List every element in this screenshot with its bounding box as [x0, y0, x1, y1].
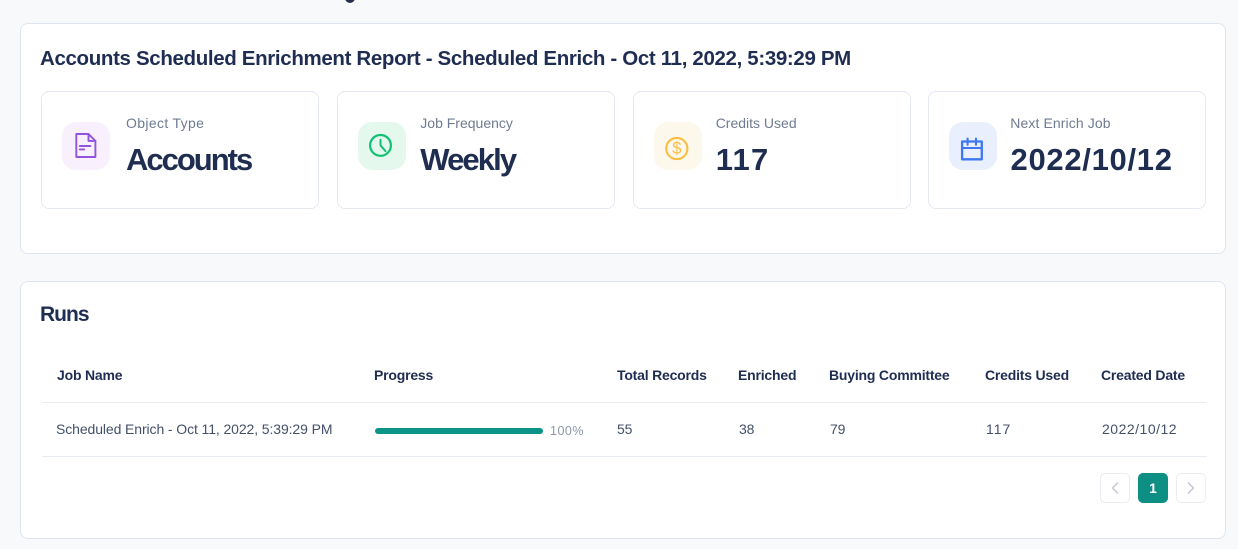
svg-text:$: $	[672, 140, 681, 158]
